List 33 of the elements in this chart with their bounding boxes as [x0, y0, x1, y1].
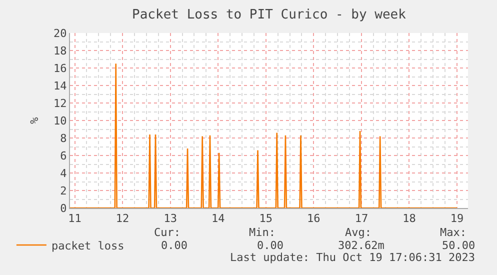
- line-series: [70, 62, 458, 208]
- x-tick-label: 11: [68, 212, 82, 226]
- y-tick-label: 16: [54, 62, 67, 75]
- text: Avg:: [345, 226, 372, 239]
- y-tick-label: 14: [54, 79, 68, 92]
- text: Min:: [249, 226, 276, 239]
- x-tick-label: 15: [259, 212, 273, 226]
- y-tick-label: 2: [60, 184, 67, 198]
- text: Max:: [440, 226, 466, 239]
- text: 0.00: [161, 239, 188, 252]
- x-tick-label: 19: [450, 212, 464, 226]
- x-tick-label: 14: [211, 212, 226, 226]
- legend-label: packet loss: [51, 239, 124, 252]
- y-tick-label: 20: [54, 26, 67, 40]
- y-tick-label: 0: [60, 202, 67, 215]
- text: Last update: Thu Oct 19 17:06:31 2023: [230, 251, 476, 264]
- y-tick-label: 6: [60, 149, 67, 162]
- chart-title: Packet Loss to PIT Curico - by week: [132, 8, 406, 23]
- x-tick-label: 12: [116, 212, 130, 226]
- x-tick-label: 18: [402, 212, 416, 226]
- y-tick-label: 8: [60, 132, 67, 145]
- x-tick-label: 13: [164, 212, 177, 226]
- text: 0.00: [257, 239, 284, 252]
- y-tick-label: 12: [54, 96, 67, 110]
- text: 50.00: [442, 239, 476, 252]
- x-tick-label: 17: [354, 212, 368, 226]
- text: Cur:: [154, 226, 180, 239]
- y-axis-title: %: [28, 116, 42, 124]
- y-tick-label: 4: [60, 166, 68, 180]
- x-tick-label: 16: [307, 212, 320, 226]
- y-tick-label: 10: [54, 114, 67, 128]
- y-tick-label: 18: [54, 44, 67, 58]
- text: 302.62m: [338, 239, 385, 252]
